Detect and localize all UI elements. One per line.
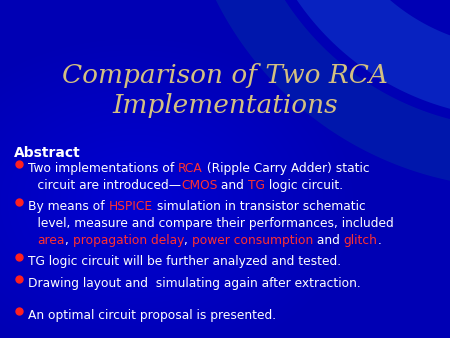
Text: ,: , (184, 234, 192, 247)
Text: By means of: By means of (28, 200, 108, 213)
Text: .: . (378, 234, 382, 247)
Text: RCA: RCA (178, 162, 203, 175)
Text: simulation in transistor schematic: simulation in transistor schematic (153, 200, 365, 213)
Text: CMOS: CMOS (181, 179, 217, 192)
Text: ,: , (65, 234, 72, 247)
Text: Abstract: Abstract (14, 146, 81, 160)
Text: power consumption: power consumption (192, 234, 313, 247)
Text: logic circuit.: logic circuit. (265, 179, 343, 192)
Text: HSPICE: HSPICE (108, 200, 153, 213)
Text: area: area (37, 234, 65, 247)
Text: and: and (217, 179, 248, 192)
Polygon shape (250, 0, 450, 118)
Text: TG: TG (248, 179, 265, 192)
Text: Two implementations of: Two implementations of (28, 162, 178, 175)
Text: (Ripple Carry Adder) static: (Ripple Carry Adder) static (203, 162, 369, 175)
Text: propagation delay: propagation delay (72, 234, 184, 247)
Text: circuit are introduced—: circuit are introduced— (22, 179, 181, 192)
Text: glitch: glitch (344, 234, 378, 247)
Text: Drawing layout and  simulating again after extraction.: Drawing layout and simulating again afte… (28, 277, 361, 290)
Text: and: and (313, 234, 344, 247)
Text: Comparison of Two RCA
Implementations: Comparison of Two RCA Implementations (62, 63, 388, 118)
Text: level, measure and compare their performances, included: level, measure and compare their perform… (22, 217, 394, 230)
Text: An optimal circuit proposal is presented.: An optimal circuit proposal is presented… (28, 309, 276, 322)
Polygon shape (180, 0, 450, 188)
Text: TG logic circuit will be further analyzed and tested.: TG logic circuit will be further analyze… (28, 255, 341, 268)
